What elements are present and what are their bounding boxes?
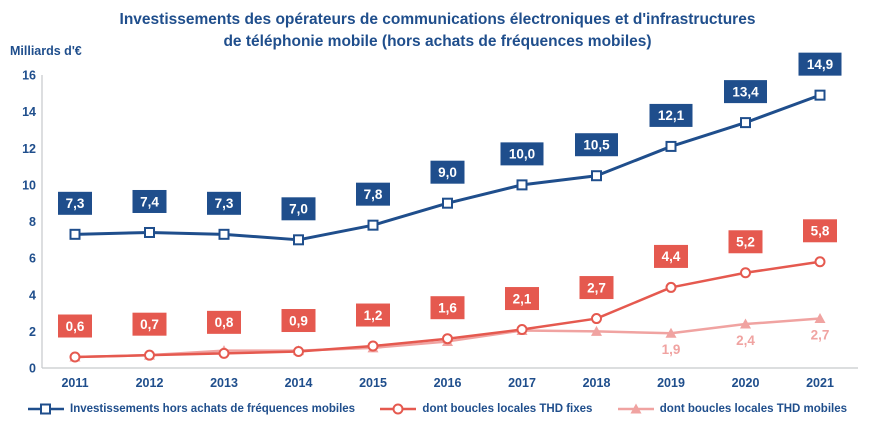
svg-text:1,6: 1,6	[438, 301, 457, 316]
legend-item-thd-fixes: dont boucles locales THD fixes	[380, 402, 592, 416]
svg-text:14: 14	[22, 105, 36, 119]
svg-text:7,0: 7,0	[289, 202, 308, 217]
svg-text:4: 4	[29, 288, 36, 302]
svg-text:2,4: 2,4	[736, 333, 755, 348]
legend-label-thd-mobiles: dont boucles locales THD mobiles	[659, 403, 847, 415]
chart-title-line-1: Investissements des opérateurs de commun…	[119, 11, 756, 28]
svg-text:2011: 2011	[61, 376, 88, 390]
svg-text:2016: 2016	[434, 376, 462, 390]
svg-text:2014: 2014	[285, 376, 313, 390]
svg-text:2,7: 2,7	[587, 280, 606, 295]
svg-text:2020: 2020	[732, 376, 760, 390]
svg-text:10,5: 10,5	[583, 138, 610, 153]
svg-text:1,2: 1,2	[364, 308, 383, 323]
svg-text:0,8: 0,8	[215, 315, 234, 330]
y-axis-title: Milliards d'€	[10, 44, 82, 58]
svg-text:10,0: 10,0	[509, 147, 535, 162]
svg-text:7,3: 7,3	[215, 196, 234, 211]
svg-text:16: 16	[22, 69, 36, 83]
svg-text:2021: 2021	[806, 376, 834, 390]
chart-title: Investissements des opérateurs de commun…	[0, 9, 875, 53]
svg-text:12: 12	[22, 142, 36, 156]
svg-text:0: 0	[29, 362, 36, 376]
svg-text:2019: 2019	[657, 376, 685, 390]
svg-text:5,2: 5,2	[736, 235, 755, 250]
blue-square-marker-icon	[28, 403, 64, 415]
svg-text:2,7: 2,7	[811, 328, 830, 343]
svg-text:8: 8	[29, 215, 36, 229]
svg-text:5,8: 5,8	[811, 224, 830, 239]
svg-text:7,4: 7,4	[140, 194, 159, 209]
svg-text:0,7: 0,7	[140, 317, 159, 332]
svg-text:0,6: 0,6	[66, 319, 85, 334]
svg-text:10: 10	[22, 178, 36, 192]
svg-text:6: 6	[29, 252, 36, 266]
svg-text:7,8: 7,8	[364, 187, 383, 202]
svg-text:9,0: 9,0	[438, 165, 457, 180]
svg-text:2018: 2018	[583, 376, 611, 390]
svg-text:2012: 2012	[136, 376, 164, 390]
legend-label-investissements: Investissements hors achats de fréquence…	[70, 403, 356, 415]
svg-text:4,4: 4,4	[662, 249, 681, 264]
legend-label-thd-fixes: dont boucles locales THD fixes	[422, 403, 593, 415]
svg-text:2017: 2017	[508, 376, 536, 390]
svg-text:2: 2	[29, 325, 36, 339]
svg-text:1,9: 1,9	[662, 342, 681, 357]
svg-text:7,3: 7,3	[66, 196, 85, 211]
svg-text:12,1: 12,1	[658, 108, 685, 123]
svg-text:13,4: 13,4	[732, 84, 759, 99]
svg-text:2,1: 2,1	[513, 291, 532, 306]
line-chart: 0 2 4 6 8 10 12 14 16 2011 2012 2013 2014 2015 2016 201…	[22, 52, 858, 390]
svg-text:14,9: 14,9	[807, 57, 833, 72]
red-circle-marker-icon	[380, 403, 417, 415]
legend: Investissements hors achats de fréquence…	[0, 402, 875, 416]
pink-triangle-marker-icon	[617, 403, 654, 414]
svg-text:2013: 2013	[210, 376, 238, 390]
chart-title-line-2: de téléphonie mobile (hors achats de fré…	[223, 33, 652, 50]
svg-text:0,9: 0,9	[289, 313, 308, 328]
svg-text:2015: 2015	[359, 376, 387, 390]
legend-item-thd-mobiles: dont boucles locales THD mobiles	[617, 402, 847, 416]
legend-item-investissements: Investissements hors achats de fréquence…	[28, 402, 355, 416]
